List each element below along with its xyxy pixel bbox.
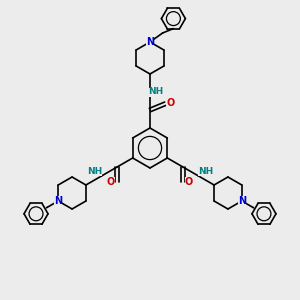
Text: NH: NH	[87, 167, 102, 176]
Text: NH: NH	[198, 167, 213, 176]
Text: O: O	[166, 98, 174, 108]
Text: O: O	[185, 177, 193, 187]
Text: N: N	[146, 37, 154, 47]
Text: NH: NH	[148, 88, 164, 97]
Text: N: N	[54, 196, 62, 206]
Text: O: O	[107, 177, 115, 187]
Text: N: N	[238, 196, 246, 206]
